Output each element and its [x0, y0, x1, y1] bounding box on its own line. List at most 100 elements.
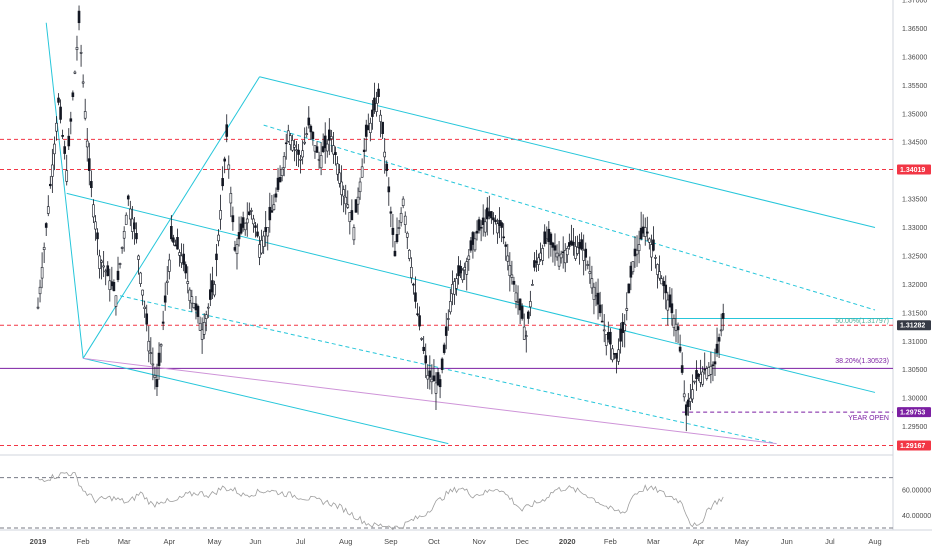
candle [305, 126, 309, 138]
time-tick-label: Aug [339, 537, 352, 546]
candle-body [241, 217, 245, 228]
candle-body [116, 270, 120, 280]
candle-body [496, 223, 499, 234]
candle-body [321, 146, 325, 152]
candle [375, 91, 378, 117]
candle-body [200, 329, 204, 340]
candle-body [707, 367, 711, 376]
candle-body [40, 267, 44, 279]
candle [137, 254, 140, 275]
candle-body [360, 166, 364, 178]
candle-body [221, 178, 224, 187]
time-tick-label: 2019 [30, 537, 47, 546]
candle-body [580, 239, 583, 250]
candle [73, 70, 77, 75]
candle-body [635, 249, 639, 255]
candle [243, 222, 247, 236]
candle [155, 363, 159, 397]
candle-body [227, 164, 231, 170]
candle [223, 156, 226, 174]
candle-body [282, 156, 286, 169]
candle [188, 287, 192, 309]
time-tick-label: May [735, 537, 749, 546]
candle [182, 243, 185, 272]
candle-body [389, 211, 393, 214]
price-tick-label: 1.32000 [902, 282, 927, 289]
candle [619, 322, 622, 354]
candle-body [570, 240, 573, 245]
candle-body [161, 321, 165, 324]
candle-body [379, 114, 382, 122]
candle-body [576, 247, 579, 254]
oscillator-tick-label: 60.00000 [902, 488, 931, 495]
candle [153, 366, 157, 390]
candle-body [235, 244, 239, 255]
candle [582, 234, 585, 276]
candle [426, 364, 430, 389]
candle [643, 217, 647, 246]
candle-body [412, 283, 415, 286]
oscillator-tick-label: 40.00000 [902, 513, 931, 520]
candle [319, 142, 323, 176]
candle-body [71, 92, 75, 97]
candle-body [135, 233, 138, 240]
candle-body [473, 238, 477, 251]
candle-body [426, 375, 430, 380]
candle-body [317, 158, 321, 161]
candle-body [206, 306, 210, 309]
candle [453, 278, 456, 305]
candle [563, 243, 567, 273]
candle-body [430, 378, 434, 383]
candle-body [572, 241, 575, 246]
price-tick-label: 1.29500 [902, 424, 927, 431]
candle-body [676, 326, 680, 331]
candle [233, 240, 237, 252]
candle [53, 136, 56, 171]
candle-body [346, 204, 350, 208]
candle [63, 140, 66, 160]
candle-body [248, 211, 251, 216]
candle [707, 362, 711, 377]
candle [432, 359, 436, 382]
wedge-down-line [45, 22, 84, 359]
candle [167, 253, 171, 280]
candle [250, 207, 253, 220]
candle-body [494, 219, 497, 223]
price-tick-label: 1.35500 [902, 83, 927, 90]
candle-body [461, 269, 464, 281]
candle [662, 276, 665, 300]
price-badge-label: 1.29753 [900, 410, 925, 417]
candle-body [551, 242, 555, 248]
candle [459, 260, 462, 278]
candle-body [170, 226, 173, 240]
candle [508, 252, 512, 292]
candle [473, 231, 477, 252]
candle-body [309, 125, 313, 133]
candle-body [410, 267, 413, 278]
candle-body [295, 149, 298, 152]
candle-body [289, 135, 292, 145]
candle-body [721, 313, 725, 319]
candle-body [149, 352, 153, 354]
candle-body [252, 218, 255, 225]
candle-body [687, 399, 690, 407]
candle [621, 313, 624, 348]
candle-body [51, 164, 54, 177]
candle-body [87, 158, 91, 171]
candle-body [266, 227, 270, 237]
candle-body [664, 284, 668, 294]
candle-body [338, 172, 341, 184]
candle-body [311, 131, 315, 140]
candle-body [118, 263, 122, 265]
candle-body [182, 253, 185, 265]
candle [344, 184, 348, 215]
candle-body [553, 245, 557, 251]
candle [131, 206, 134, 240]
candle [383, 138, 386, 174]
candle [488, 195, 491, 220]
candle [293, 139, 296, 162]
candle-body [61, 134, 64, 137]
candle-body [510, 274, 514, 278]
candle-body [46, 206, 50, 214]
